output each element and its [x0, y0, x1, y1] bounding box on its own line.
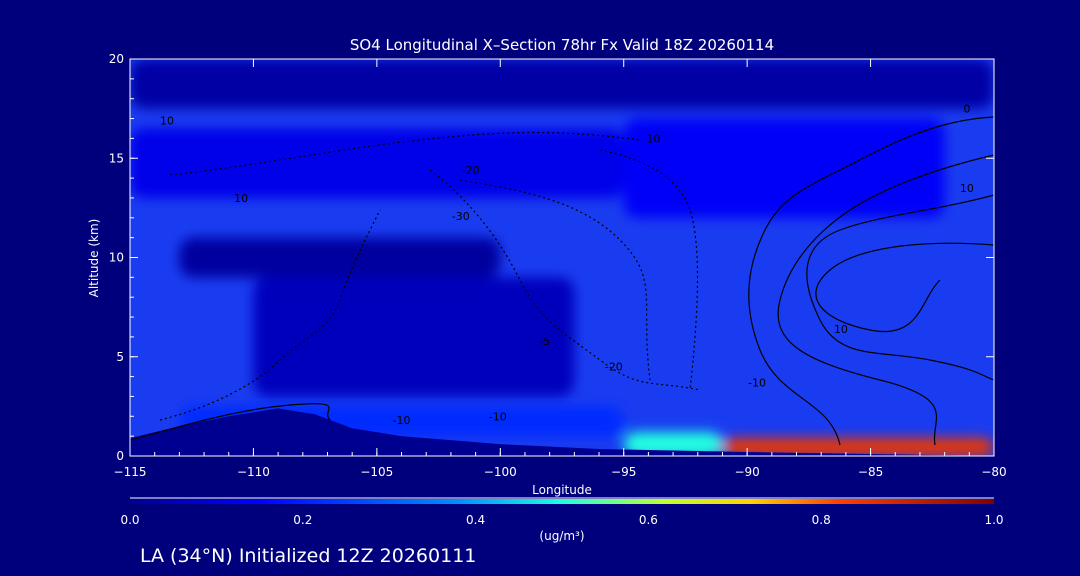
- contour-label: 10: [646, 132, 660, 145]
- contour-label: -10: [393, 414, 411, 427]
- y-axis: 0 5 10 15 20: [109, 52, 994, 463]
- contour-line-terrain: [130, 403, 331, 441]
- contour-label: 10: [834, 323, 848, 336]
- footer-initialized-text: LA (34°N) Initialized 12Z 20260111: [140, 545, 476, 567]
- concentration-zone: [623, 432, 723, 456]
- contour-line-east4: [815, 242, 994, 333]
- y-tick-label: 20: [109, 52, 124, 66]
- contour-label: 10: [234, 192, 248, 205]
- y-tick-label: 15: [109, 151, 124, 165]
- contour-label: -20: [605, 361, 623, 374]
- contour-line-mid2: [459, 179, 651, 381]
- contour-line-east3: [806, 194, 994, 381]
- terrain-silhouette: [130, 408, 994, 456]
- x-tick-label: −110: [237, 465, 270, 479]
- y-axis-label: Altitude (km): [87, 219, 101, 298]
- plot-area: 10 10 -20 -30 10 0 10 -20 -10 10 -5 -10 -10: [130, 59, 994, 456]
- y-tick-label: 0: [116, 449, 124, 463]
- contour-labels: 10 10 -20 -30 10 0 10 -20 -10 10 -5 -10 -10: [160, 103, 974, 428]
- colorbar-ticks: 0.0 0.2 0.4 0.6 0.8 1.0: [120, 513, 1003, 527]
- colorbar-tick-label: 0.0: [120, 513, 139, 527]
- concentration-zone: [623, 118, 945, 218]
- concentration-zone: [130, 128, 624, 198]
- x-tick-label: −90: [734, 465, 759, 479]
- contour-label: 10: [160, 115, 174, 128]
- contour-label: 0: [963, 103, 970, 116]
- x-tick-label: −115: [114, 465, 147, 479]
- x-tick-label: −95: [611, 465, 636, 479]
- concentration-zone: [253, 277, 575, 397]
- colorbar-tick-label: 0.8: [812, 513, 831, 527]
- concentration-zone: [179, 237, 501, 278]
- concentration-zone: [130, 59, 994, 109]
- y-tick-label: 10: [109, 251, 124, 265]
- contour-line-east1: [748, 116, 994, 446]
- x-axis-label: Longitude: [532, 483, 592, 497]
- contour-label: -10: [489, 410, 507, 423]
- colorbar-tick-label: 0.4: [466, 513, 485, 527]
- chart-title: SO4 Longitudinal X–Section 78hr Fx Valid…: [350, 36, 774, 54]
- colorbar-units-label: (ug/m³): [539, 529, 584, 543]
- colorbar-tick-label: 1.0: [984, 513, 1003, 527]
- contour-label: -20: [462, 164, 480, 177]
- y-tick-label: 5: [116, 350, 124, 364]
- concentration-zone: [722, 438, 994, 456]
- x-tick-label: −85: [858, 465, 883, 479]
- x-tick-label: −80: [981, 465, 1006, 479]
- contour-label: 10: [960, 182, 974, 195]
- contour-line-mid1: [429, 169, 701, 391]
- contour-label: -30: [452, 210, 470, 223]
- contour-line-east2: [777, 154, 994, 446]
- x-tick-label: −100: [484, 465, 517, 479]
- contour-lines: [130, 116, 994, 446]
- contour-label: -5: [539, 335, 550, 348]
- colorbar-tick-label: 0.6: [639, 513, 658, 527]
- colorbar-gradient: [130, 499, 994, 504]
- x-axis: −115 −110 −105 −100 −95 −90 −85 −80: [114, 59, 1007, 479]
- colorbar: 0.0 0.2 0.4 0.6 0.8 1.0 (ug/m³): [120, 497, 1004, 543]
- x-tick-label: −105: [360, 465, 393, 479]
- contour-label: -10: [748, 377, 766, 390]
- colorbar-tick-label: 0.2: [293, 513, 312, 527]
